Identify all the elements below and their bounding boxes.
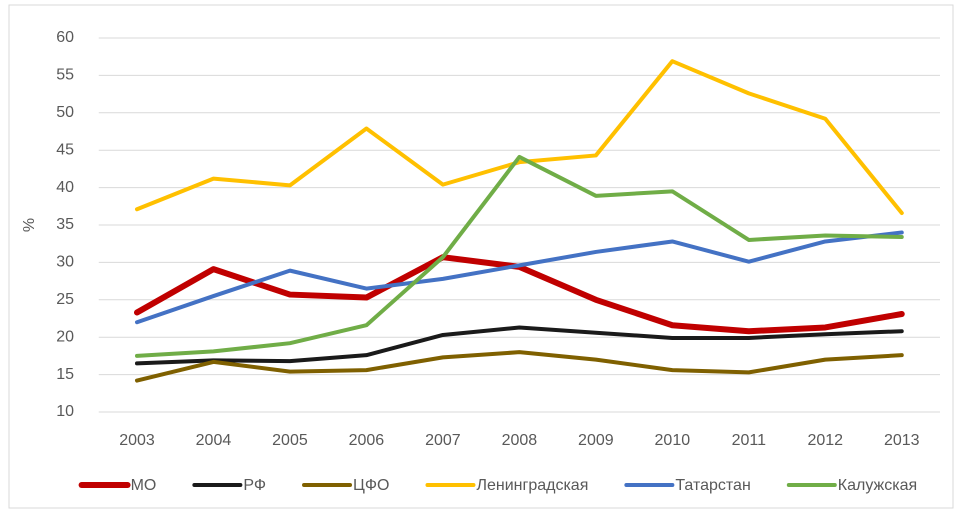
legend-label: Татарстан xyxy=(675,477,750,494)
series-line xyxy=(134,59,904,216)
x-tick-label: 2003 xyxy=(119,432,155,449)
y-tick-label: 10 xyxy=(56,403,74,420)
y-tick-label: 25 xyxy=(56,291,74,308)
x-tick-label: 2010 xyxy=(655,432,691,449)
y-tick-label: 35 xyxy=(56,216,74,233)
series-line xyxy=(134,230,904,325)
y-tick-label: 55 xyxy=(56,67,74,84)
legend-label: МО xyxy=(131,477,157,494)
x-tick-label: 2004 xyxy=(196,432,232,449)
x-tick-label: 2013 xyxy=(884,432,920,449)
x-tick-label: 2012 xyxy=(807,432,843,449)
legend-label: Калужская xyxy=(838,477,917,494)
legend-label: Ленинградская xyxy=(476,477,588,494)
legend-label: ЦФО xyxy=(353,477,389,494)
y-axis-label: % xyxy=(21,218,38,232)
chart-border xyxy=(8,4,954,509)
x-tick-label: 2011 xyxy=(732,432,767,449)
y-tick-label: 30 xyxy=(56,254,74,271)
series-line xyxy=(134,350,904,383)
x-tick-label: 2006 xyxy=(349,432,385,449)
y-tick-label: 60 xyxy=(56,29,74,46)
y-tick-label: 15 xyxy=(56,366,74,383)
y-tick-label: 45 xyxy=(56,141,74,158)
y-tick-label: 50 xyxy=(56,104,74,121)
x-tick-label: 2009 xyxy=(578,432,614,449)
x-tick-label: 2007 xyxy=(425,432,461,449)
x-tick-label: 2005 xyxy=(272,432,308,449)
y-tick-label: 20 xyxy=(56,328,74,345)
legend-label: РФ xyxy=(243,477,266,494)
y-tick-label: 40 xyxy=(56,179,74,196)
series-line xyxy=(134,325,904,366)
x-tick-label: 2008 xyxy=(502,432,538,449)
series-line xyxy=(134,154,904,358)
